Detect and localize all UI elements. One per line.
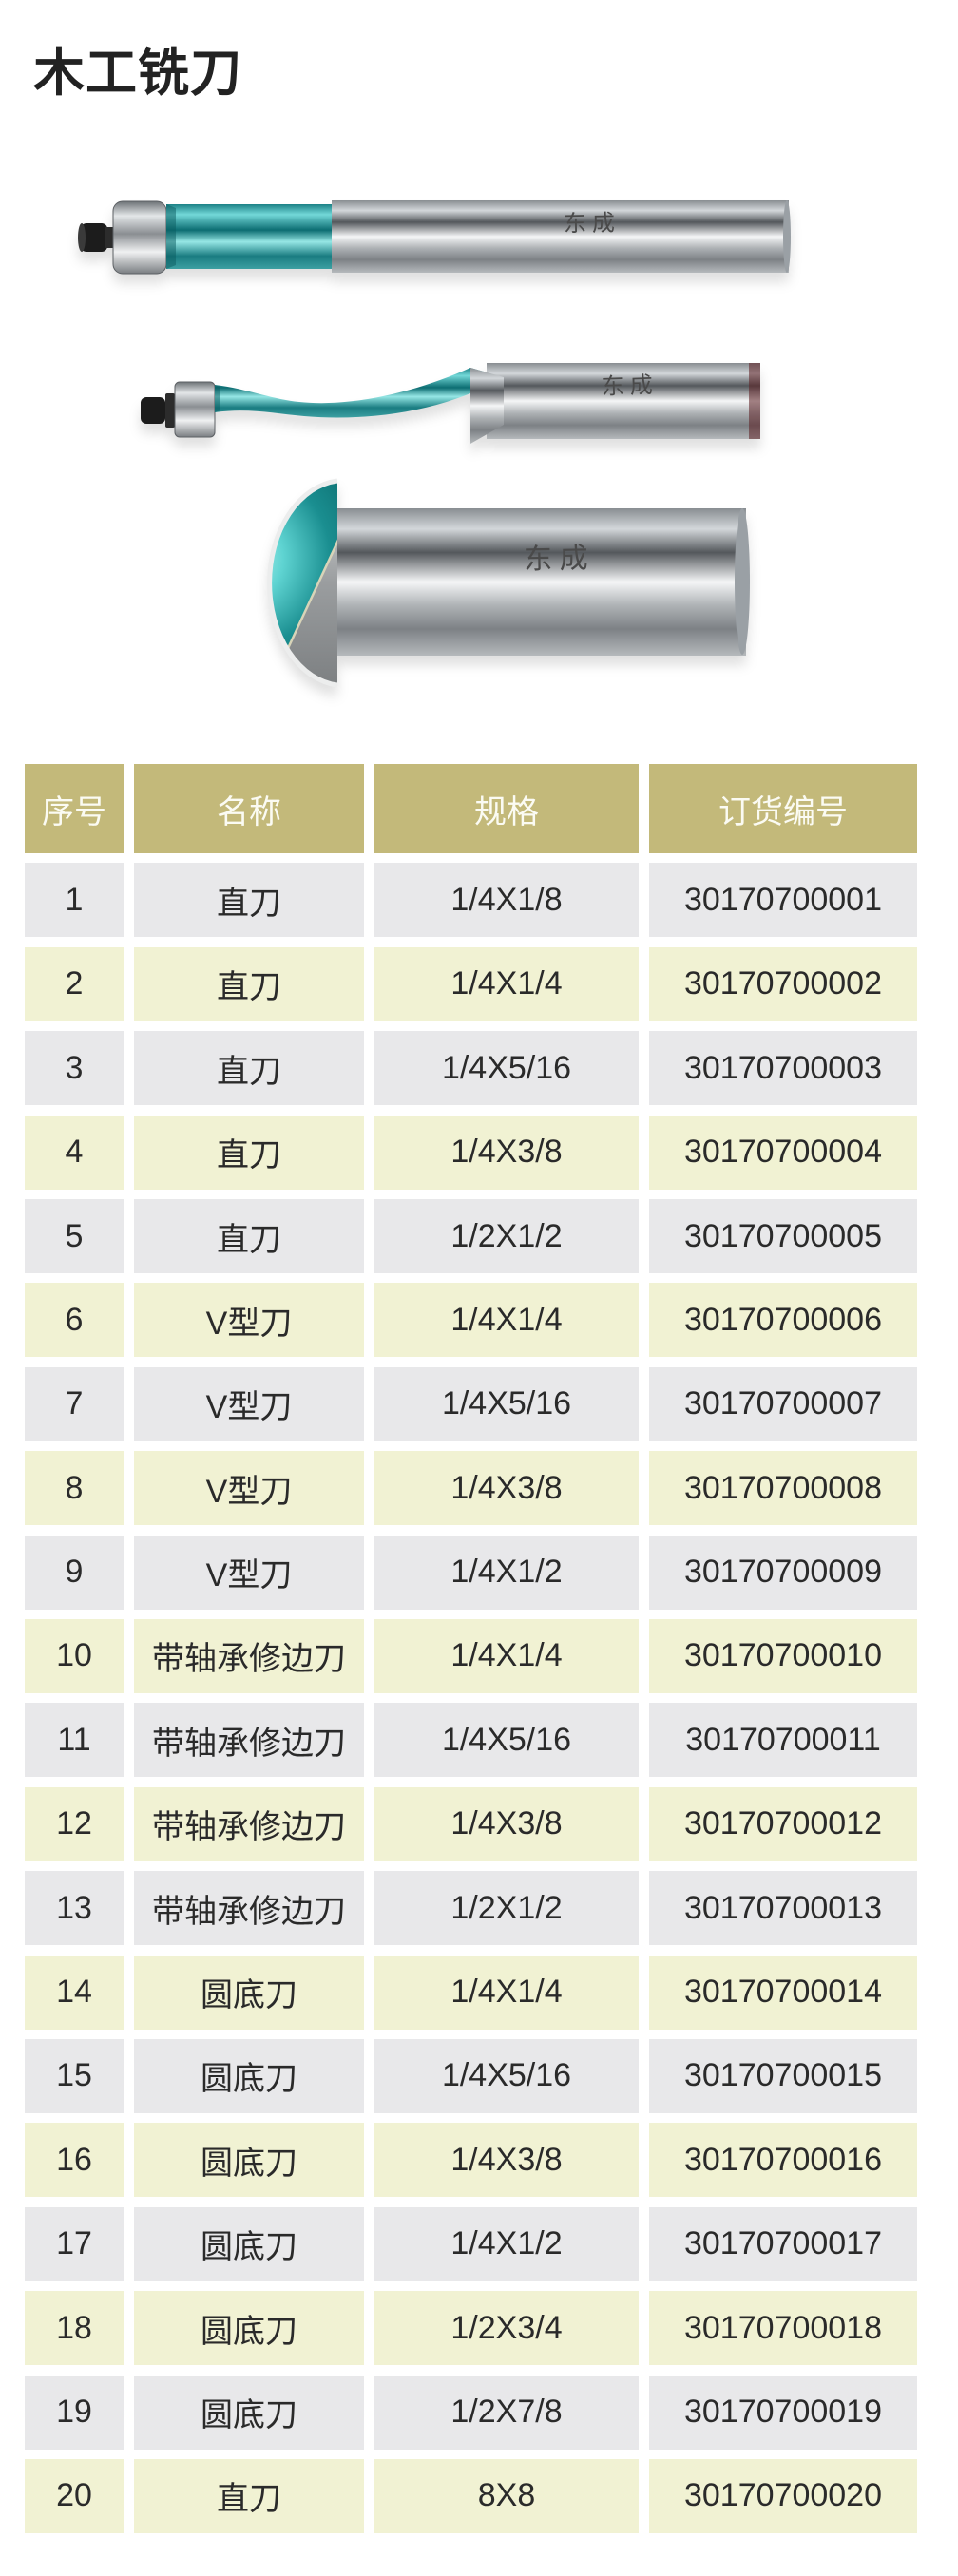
svg-text:东 成: 东 成 (524, 543, 588, 575)
svg-text:东 成: 东 成 (564, 211, 615, 238)
svg-text:东 成: 东 成 (601, 372, 653, 400)
